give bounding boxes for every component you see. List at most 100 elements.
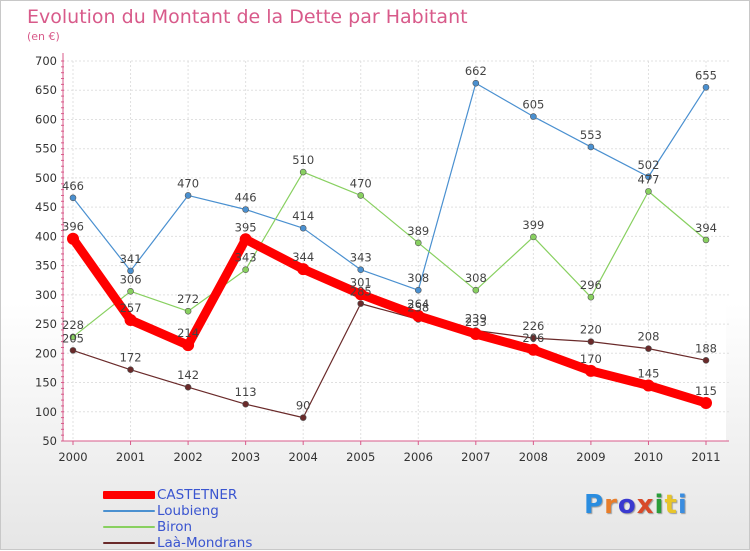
y-tick-label: 600 <box>35 112 57 126</box>
data-point <box>530 113 537 120</box>
data-label: 239 <box>465 312 487 326</box>
data-point <box>645 188 652 195</box>
data-label: 389 <box>407 224 429 238</box>
data-point <box>299 414 307 421</box>
legend-label: Loubieng <box>157 503 219 519</box>
x-tick-label: 2011 <box>691 450 720 464</box>
data-point <box>127 366 134 373</box>
data-point <box>239 233 252 246</box>
data-point <box>182 339 195 352</box>
data-point <box>357 266 365 274</box>
x-tick-label: 2001 <box>116 450 145 464</box>
data-point <box>530 334 537 342</box>
series-line-2 <box>72 171 707 338</box>
legend-label: Laà-Mondrans <box>157 535 253 551</box>
x-tick-label: 2004 <box>289 450 318 464</box>
data-label: 308 <box>407 271 429 285</box>
data-point <box>642 379 655 392</box>
data-point <box>242 400 249 408</box>
data-point <box>354 288 367 301</box>
data-label: 228 <box>62 318 84 332</box>
data-point <box>414 286 422 294</box>
data-label: 205 <box>62 331 84 345</box>
data-point <box>584 364 597 377</box>
legend-label: Biron <box>157 519 193 535</box>
data-point <box>299 168 307 176</box>
x-tick-label: 2006 <box>404 450 433 464</box>
data-label: 344 <box>292 250 314 264</box>
data-point <box>69 194 77 202</box>
data-point <box>472 79 480 87</box>
data-label: 206 <box>522 331 544 345</box>
chart-subtitle: (en €) <box>27 30 60 43</box>
series-line-0 <box>68 234 711 408</box>
series-line-3 <box>72 303 707 419</box>
data-label: 394 <box>695 221 717 235</box>
legend-swatch <box>103 510 155 512</box>
data-label: 396 <box>62 220 84 234</box>
legend-item: Biron <box>103 519 252 535</box>
data-label: 553 <box>580 128 602 142</box>
legend-label: CASTETNER <box>157 487 238 503</box>
x-tick-label: 2007 <box>461 450 490 464</box>
data-point <box>414 239 422 247</box>
data-point <box>357 192 365 199</box>
data-label: 172 <box>120 351 142 365</box>
data-label: 301 <box>350 275 372 289</box>
y-tick-label: 550 <box>35 142 57 156</box>
data-point <box>242 206 249 213</box>
data-label: 188 <box>695 341 717 355</box>
x-tick-label: 2008 <box>519 450 548 464</box>
data-label: 343 <box>235 251 257 265</box>
data-point <box>412 309 425 322</box>
data-label: 662 <box>465 64 487 78</box>
y-tick-label: 350 <box>35 259 57 273</box>
data-point <box>645 173 652 181</box>
data-label: 220 <box>580 323 602 337</box>
data-label: 502 <box>637 158 659 172</box>
x-tick-label: 2000 <box>58 450 87 464</box>
data-point <box>184 192 192 199</box>
data-point <box>67 232 79 245</box>
data-point <box>587 143 595 151</box>
data-label: 226 <box>522 319 544 333</box>
data-label: 257 <box>120 301 142 315</box>
data-label: 470 <box>177 176 199 190</box>
data-label: 113 <box>235 385 257 399</box>
data-label: 414 <box>292 209 314 223</box>
data-label: 466 <box>62 179 84 193</box>
y-tick-label: 650 <box>35 83 57 97</box>
data-point <box>184 383 192 391</box>
data-point <box>472 286 480 294</box>
legend-swatch <box>103 526 155 528</box>
data-point <box>297 263 310 276</box>
data-point <box>587 338 595 345</box>
data-point <box>527 343 540 356</box>
data-point <box>69 347 77 354</box>
data-label: 470 <box>350 176 372 190</box>
data-label: 306 <box>120 272 142 286</box>
y-tick-label: 150 <box>35 376 57 390</box>
x-tick-label: 2002 <box>173 450 202 464</box>
data-point <box>587 293 595 301</box>
data-point <box>184 307 192 315</box>
data-point <box>242 266 249 274</box>
data-label: 308 <box>465 271 487 285</box>
data-label: 214 <box>177 326 199 340</box>
data-point <box>127 288 134 295</box>
y-tick-label: 100 <box>35 405 57 419</box>
data-point <box>127 267 134 275</box>
y-tick-label: 450 <box>35 200 57 214</box>
data-label: 655 <box>695 68 717 82</box>
x-tick-label: 2009 <box>576 450 605 464</box>
data-point <box>702 236 710 244</box>
data-point <box>469 328 482 341</box>
legend-swatch <box>103 491 155 499</box>
data-point <box>702 357 710 364</box>
y-tick-label: 400 <box>35 229 57 243</box>
data-label: 395 <box>235 220 257 234</box>
chart-title: Evolution du Montant de la Dette par Hab… <box>27 6 468 28</box>
data-point <box>124 313 137 326</box>
data-label: 605 <box>522 98 544 112</box>
